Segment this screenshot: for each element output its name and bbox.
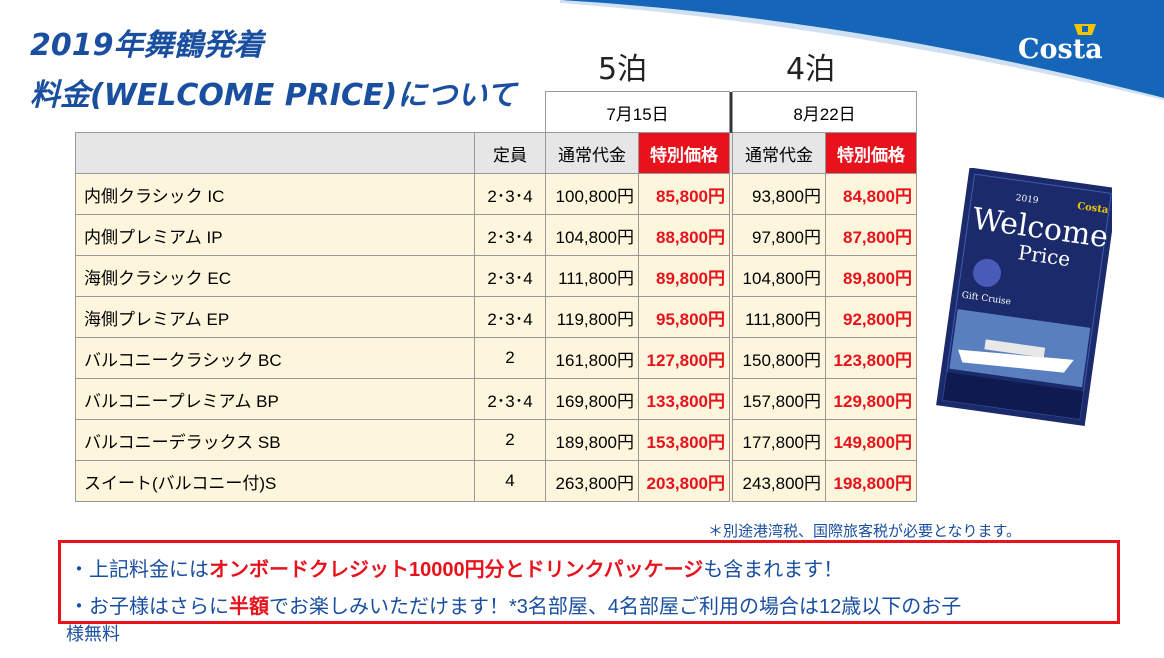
table-row: 内側プレミアム IP 2･3･4 104,800円 88,800円 97,800…	[75, 214, 917, 256]
capacity: 4	[474, 460, 546, 502]
capacity: 2･3･4	[474, 378, 546, 420]
table-row: バルコニーデラックス SB 2 189,800円 153,800円 177,80…	[75, 419, 917, 461]
capacity: 2	[474, 419, 546, 461]
cabin-name: バルコニークラシック BC	[75, 337, 475, 379]
cabin-name: バルコニープレミアム BP	[75, 378, 475, 420]
tax-note: ＊別途港湾税、国際旅客税が必要となります。	[708, 523, 1022, 540]
regular-header-5: 通常代金	[545, 132, 639, 174]
notice-highlight: オンボードクレジット10000円分とドリンクパッケージ	[209, 559, 704, 581]
cabin-name: 海側クラシック EC	[75, 255, 475, 297]
special-price-5: 127,800円	[638, 337, 730, 379]
special-price-4: 123,800円	[825, 337, 917, 379]
special-price-5: 89,800円	[638, 255, 730, 297]
special-header-4: 特別価格	[825, 132, 917, 174]
special-price-5: 153,800円	[638, 419, 730, 461]
table-row: バルコニープレミアム BP 2･3･4 169,800円 133,800円 15…	[75, 378, 917, 420]
table-row: 内側クラシック IC 2･3･4 100,800円 85,800円 93,800…	[75, 173, 917, 215]
special-price-5: 95,800円	[638, 296, 730, 338]
header-swoosh	[560, 0, 1164, 100]
regular-header-4: 通常代金	[732, 132, 826, 174]
regular-price-5: 169,800円	[545, 378, 639, 420]
regular-price-5: 189,800円	[545, 419, 639, 461]
cabin-name: 海側プレミアム EP	[75, 296, 475, 338]
notice-text: でお楽しみいただけます！*3名部屋、4名部屋ご利用の場合は12歳以下のお子	[269, 596, 962, 618]
regular-price-4: 93,800円	[732, 173, 826, 215]
capacity: 2･3･4	[474, 255, 546, 297]
cabin-name: 内側プレミアム IP	[75, 214, 475, 256]
regular-price-5: 100,800円	[545, 173, 639, 215]
special-price-5: 88,800円	[638, 214, 730, 256]
notice-highlight: 半額	[229, 596, 269, 618]
column-header-row: 定員 通常代金 特別価格 通常代金 特別価格	[75, 132, 917, 174]
notice-text: も含まれます！	[703, 559, 844, 581]
welcome-price-brochure: 2019 Costa Welcome Price Gift Cruise	[936, 168, 1112, 426]
date-5-cell: 7月15日	[545, 91, 730, 133]
date-header-row: 7月15日 8月22日	[76, 91, 917, 133]
special-price-4: 84,800円	[825, 173, 917, 215]
capacity: 2	[474, 337, 546, 379]
cabin-name: 内側クラシック IC	[75, 173, 475, 215]
special-price-4: 198,800円	[825, 460, 917, 502]
ship-icon	[958, 349, 1074, 373]
capacity: 2･3･4	[474, 173, 546, 215]
special-price-4: 149,800円	[825, 419, 917, 461]
regular-price-5: 119,800円	[545, 296, 639, 338]
notice-text: ・お子様はさらに	[69, 596, 229, 618]
special-price-4: 92,800円	[825, 296, 917, 338]
notice-line-1: ・上記料金にはオンボードクレジット10000円分とドリンクパッケージも含まれます…	[69, 553, 843, 582]
regular-price-4: 150,800円	[732, 337, 826, 379]
special-price-4: 129,800円	[825, 378, 917, 420]
table-row: バルコニークラシック BC 2 161,800円 127,800円 150,80…	[75, 337, 917, 379]
cabin-name: スイート(バルコニー付)S	[75, 460, 475, 502]
regular-price-4: 243,800円	[732, 460, 826, 502]
brochure-brand: Costa	[1076, 201, 1109, 216]
notice-text: ・上記料金には	[69, 559, 209, 581]
nights-4-label: 4泊	[786, 52, 836, 87]
price-table: 7月15日 8月22日 定員 通常代金 特別価格 通常代金 特別価格 内側クラシ…	[75, 91, 917, 502]
notice-box: ・上記料金にはオンボードクレジット10000円分とドリンクパッケージも含まれます…	[58, 540, 1120, 624]
table-row: 海側プレミアム EP 2･3･4 119,800円 95,800円 111,80…	[75, 296, 917, 338]
special-price-5: 85,800円	[638, 173, 730, 215]
table-row: スイート(バルコニー付)S 4 263,800円 203,800円 243,80…	[75, 460, 917, 502]
special-price-5: 133,800円	[638, 378, 730, 420]
nights-5-label: 5泊	[598, 52, 648, 87]
capacity-header: 定員	[474, 132, 546, 174]
regular-price-4: 111,800円	[732, 296, 826, 338]
capacity: 2･3･4	[474, 296, 546, 338]
regular-price-4: 104,800円	[732, 255, 826, 297]
table-row: 海側クラシック EC 2･3･4 111,800円 89,800円 104,80…	[75, 255, 917, 297]
special-price-5: 203,800円	[638, 460, 730, 502]
funnel-icon	[1074, 24, 1096, 35]
regular-price-4: 97,800円	[732, 214, 826, 256]
regular-price-4: 177,800円	[732, 419, 826, 461]
logo-text: Costa	[1018, 34, 1103, 65]
costa-logo: Costa	[1018, 20, 1148, 80]
brochure-year: 2019	[1015, 193, 1039, 206]
gift-icon	[973, 258, 1002, 287]
page-title-line1: 2019年舞鶴発着	[30, 28, 264, 63]
notice-line-3: 様無料	[66, 624, 120, 644]
regular-price-5: 111,800円	[545, 255, 639, 297]
regular-price-5: 104,800円	[545, 214, 639, 256]
page-title-line2: 料金(WELCOME PRICE)について	[30, 78, 517, 113]
special-header-5: 特別価格	[638, 132, 730, 174]
regular-price-4: 157,800円	[732, 378, 826, 420]
special-price-4: 87,800円	[825, 214, 917, 256]
special-price-4: 89,800円	[825, 255, 917, 297]
notice-line-2: ・お子様はさらに半額でお楽しみいただけます！*3名部屋、4名部屋ご利用の場合は1…	[69, 590, 961, 619]
cabin-name: バルコニーデラックス SB	[75, 419, 475, 461]
capacity: 2･3･4	[474, 214, 546, 256]
regular-price-5: 263,800円	[545, 460, 639, 502]
regular-price-5: 161,800円	[545, 337, 639, 379]
date-4-cell: 8月22日	[732, 91, 917, 133]
